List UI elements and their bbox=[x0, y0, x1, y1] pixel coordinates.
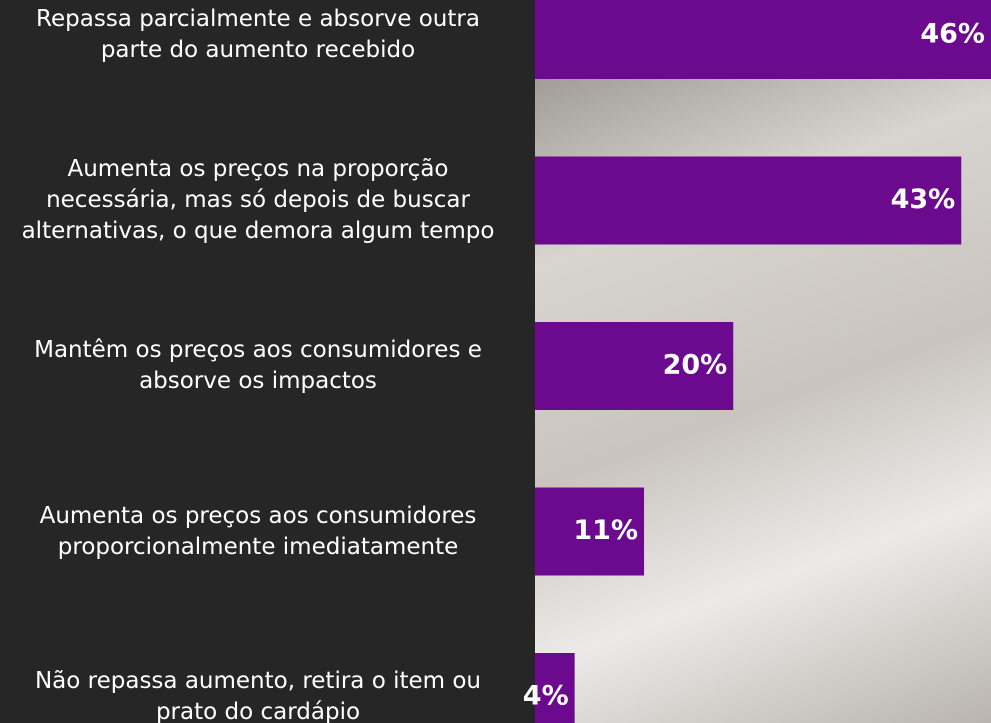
value-label: 11% bbox=[573, 515, 638, 546]
category-label: Aumenta os preços aos consumidores propo… bbox=[39, 502, 477, 560]
bar bbox=[535, 487, 645, 576]
value-label: 20% bbox=[663, 350, 728, 381]
bar bbox=[535, 322, 734, 410]
category-label: Não repassa aumento, retira o item ou pr… bbox=[34, 668, 482, 723]
bar bbox=[535, 653, 575, 723]
category-label: Mantêm os preços aos consumidores e abso… bbox=[34, 337, 482, 394]
category-label: Repassa parcialmente e absorve outra par… bbox=[36, 6, 480, 63]
bar bbox=[535, 0, 991, 79]
value-label: 4% bbox=[523, 681, 569, 712]
bar bbox=[535, 156, 962, 245]
category-label: Aumenta os preços na proporção necessári… bbox=[21, 156, 495, 244]
value-label: 46% bbox=[920, 19, 985, 50]
value-label: 43% bbox=[891, 184, 956, 215]
